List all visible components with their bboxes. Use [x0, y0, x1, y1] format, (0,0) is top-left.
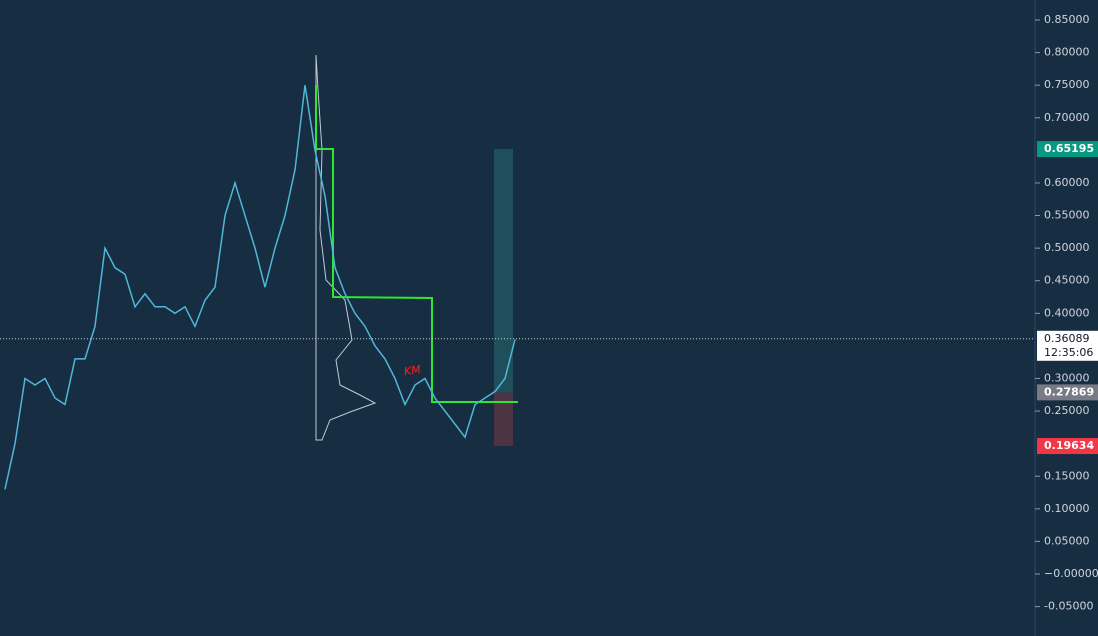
y-tick-label: 0.40000 — [1044, 306, 1090, 319]
profit-zone — [494, 149, 513, 393]
price-label-box — [1037, 330, 1098, 361]
y-tick-label: 0.55000 — [1044, 209, 1090, 222]
y-tick-label: 0.80000 — [1044, 46, 1090, 59]
price-label: 0.65195 — [1044, 142, 1094, 155]
volume-profile — [315, 54, 377, 441]
price-label: 0.36089 — [1044, 332, 1090, 345]
y-tick-label: 0.10000 — [1044, 502, 1090, 515]
y-tick-label: 0.30000 — [1044, 371, 1090, 384]
y-tick-label: 0.60000 — [1044, 176, 1090, 189]
y-tick-label: 0.05000 — [1044, 534, 1090, 547]
y-tick-label: 0.45000 — [1044, 274, 1090, 287]
price-label-box — [1037, 438, 1098, 455]
y-tick-label: −0.00000 — [1044, 567, 1098, 580]
y-tick-label: 0.75000 — [1044, 78, 1090, 91]
annotation: KM — [403, 363, 422, 378]
price-label: 0.19634 — [1044, 439, 1094, 452]
y-tick-label: 0.50000 — [1044, 241, 1090, 254]
y-tick-label: 0.85000 — [1044, 13, 1090, 26]
stop-zone — [494, 392, 513, 447]
y-tick-label: 0.15000 — [1044, 469, 1090, 482]
price-label: 0.27869 — [1044, 385, 1094, 398]
poc-step-line — [315, 85, 518, 403]
y-tick-label: -0.05000 — [1044, 600, 1093, 613]
y-tick-label: 0.70000 — [1044, 111, 1090, 124]
price-label-box — [1037, 384, 1098, 401]
price-line — [4, 85, 516, 490]
countdown: 12:35:06 — [1044, 346, 1093, 359]
y-tick-label: 0.25000 — [1044, 404, 1090, 417]
price-label-box — [1037, 141, 1098, 158]
